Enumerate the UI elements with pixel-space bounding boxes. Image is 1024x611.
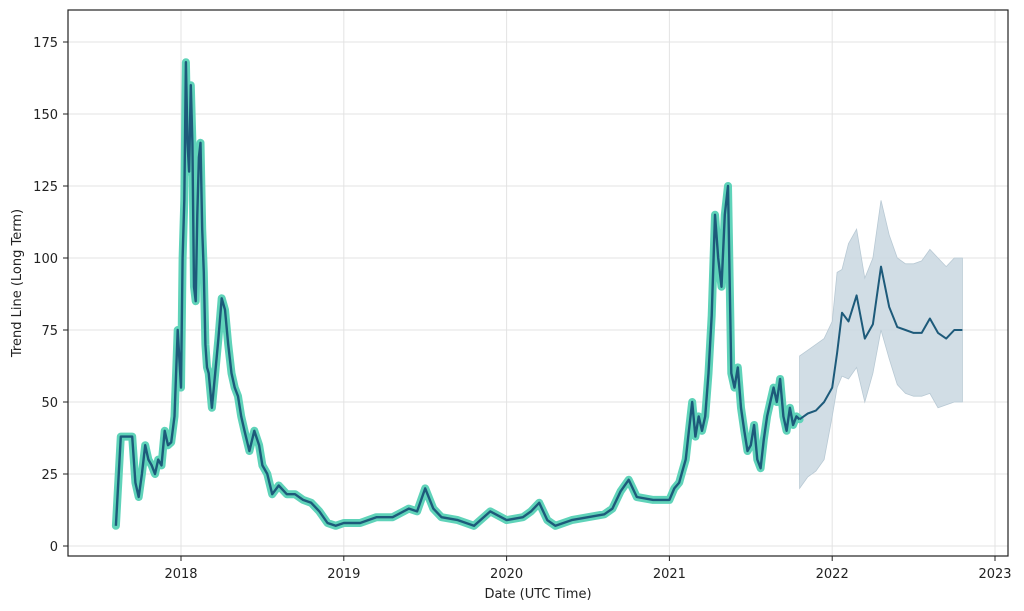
forecast-confidence-band [799,200,963,490]
y-tick-label: 175 [33,36,58,51]
y-tick-label: 25 [41,468,58,483]
x-tick-label: 2018 [164,567,197,582]
y-tick-label: 0 [50,540,58,555]
x-tick-label: 2021 [653,567,686,582]
forecast-line [799,265,963,421]
x-tick-label: 2023 [978,567,1011,582]
x-tick-label: 2020 [490,567,523,582]
x-tick-label: 2019 [327,567,360,582]
y-tick-label: 50 [41,396,58,411]
y-tick-label: 75 [41,324,58,339]
y-axis-label: Trend Line (Long Term) [10,209,25,358]
y-axis-ticks: 0 25 50 75 100 125 150 175 [33,36,68,555]
y-tick-label: 125 [33,180,58,195]
x-axis-label: Date (UTC Time) [484,587,591,602]
x-tick-label: 2022 [816,567,849,582]
y-tick-label: 100 [33,252,58,267]
data-lines [111,58,963,530]
history-line [114,61,801,527]
plot-frame [67,9,1009,557]
y-tick-label: 150 [33,108,58,123]
history-glow-line [111,58,804,530]
x-axis-ticks: 2018 2019 2020 2021 2022 2023 [164,556,1012,582]
